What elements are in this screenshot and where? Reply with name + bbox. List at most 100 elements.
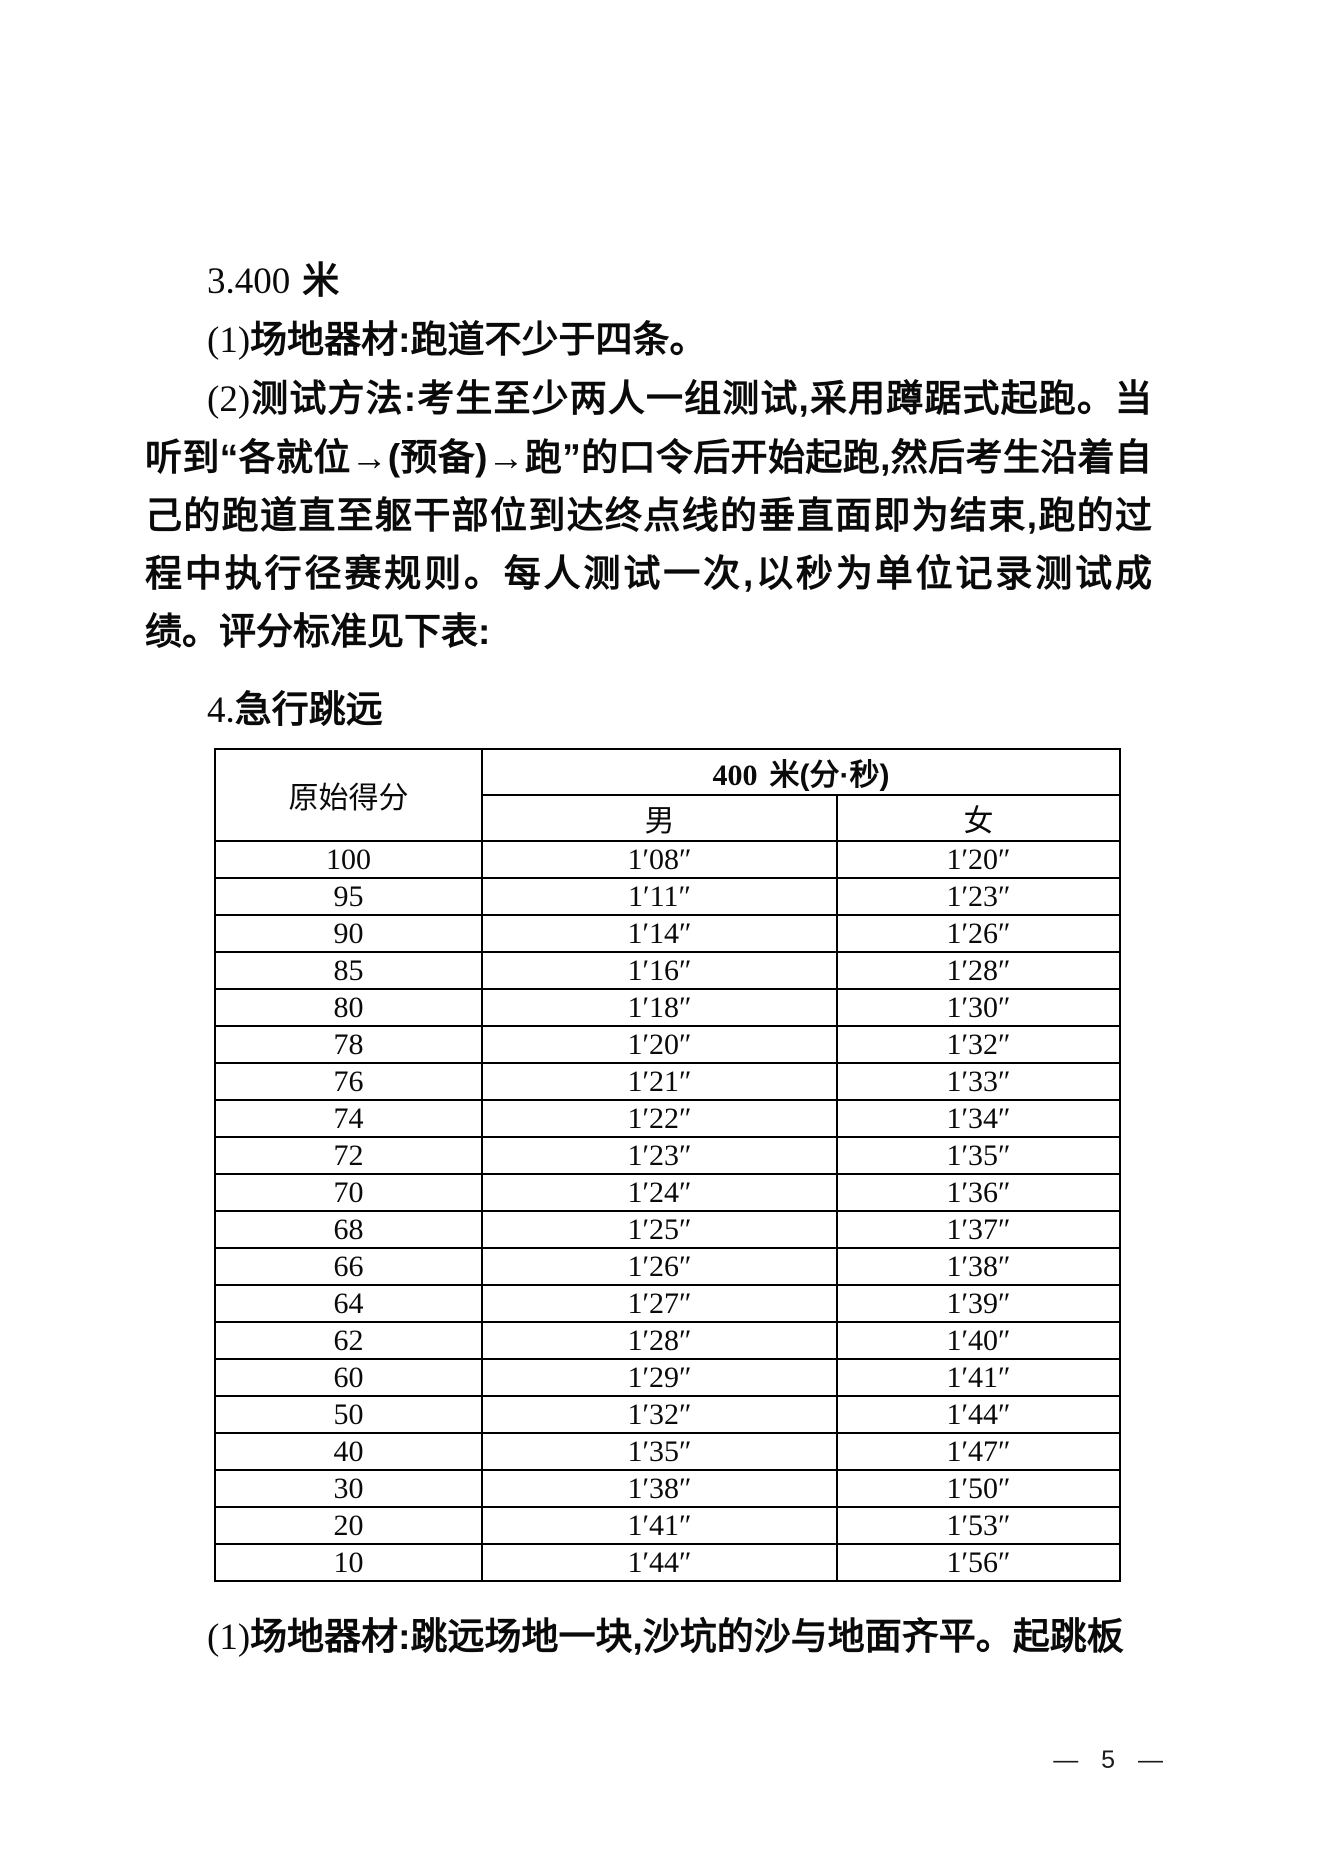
table-row: 80 1′18″ 1′30″ [214,988,1122,1027]
cell-male: 1′28″ [481,1321,838,1360]
cell-female: 1′44″ [835,1395,1122,1434]
table-row: 66 1′26″ 1′38″ [214,1247,1122,1286]
table-row: 85 1′16″ 1′28″ [214,951,1122,990]
cell-female: 1′34″ [835,1099,1122,1138]
col-header-male: 男 [481,794,838,842]
cell-female: 1′47″ [835,1432,1122,1471]
cell-female: 1′53″ [835,1506,1122,1545]
table-row: 72 1′23″ 1′35″ [214,1136,1122,1175]
section-title: 急行跳远 [234,689,383,730]
cell-score: 30 [214,1469,483,1508]
page-number: — 5 — [1053,1746,1163,1774]
cell-female: 1′26″ [835,914,1122,953]
cell-score: 10 [214,1543,483,1582]
section-number: 4. [207,690,235,731]
cell-male: 1′22″ [481,1099,838,1138]
cell-male: 1′41″ [481,1506,838,1545]
section-number: 3.400 [207,261,291,302]
cell-score: 40 [214,1432,483,1471]
cell-score: 90 [214,914,483,953]
table-row: 78 1′20″ 1′32″ [214,1025,1122,1064]
table-row: 64 1′27″ 1′39″ [214,1284,1122,1323]
cell-score: 60 [214,1358,483,1397]
table-row: 62 1′28″ 1′40″ [214,1321,1122,1360]
item-venue-equipment-long-jump: (1)场地器材:跳远场地一块,沙坑的沙与地面齐平。起跳板 [145,1608,1152,1667]
cell-male: 1′08″ [481,840,838,879]
cell-male: 1′24″ [481,1173,838,1212]
cell-score: 72 [214,1136,483,1175]
table-row: 40 1′35″ 1′47″ [214,1432,1122,1471]
score-table-header: 原始得分 400 米(分·秒) 男 女 [214,748,1122,842]
cell-female: 1′50″ [835,1469,1122,1508]
cell-score: 64 [214,1284,483,1323]
cell-male: 1′44″ [481,1543,838,1582]
col-header-raw-score: 原始得分 [214,748,483,842]
cell-score: 76 [214,1062,483,1101]
cell-male: 1′25″ [481,1210,838,1249]
col-header-female: 女 [835,794,1122,842]
cell-female: 1′30″ [835,988,1122,1027]
cell-score: 70 [214,1173,483,1212]
cell-female: 1′20″ [835,840,1122,879]
cell-male: 1′23″ [481,1136,838,1175]
item-test-method-400m: (2)测试方法:考生至少两人一组测试,采用蹲踞式起跑。当听到“各就位→(预备)→… [145,370,1152,661]
cell-male: 1′20″ [481,1025,838,1064]
score-table: 原始得分 400 米(分·秒) 男 女 100 1′08″ 1′20″ 95 1′11″ 1… [214,748,1122,1582]
cell-score: 95 [214,877,483,916]
cell-score: 78 [214,1025,483,1064]
table-row: 90 1′14″ 1′26″ [214,914,1122,953]
table-row: 50 1′32″ 1′44″ [214,1395,1122,1434]
cell-score: 100 [214,840,483,879]
cell-female: 1′39″ [835,1284,1122,1323]
group-header-unit: 米(分·秒) [769,759,890,792]
table-row: 74 1′22″ 1′34″ [214,1099,1122,1138]
table-row: 20 1′41″ 1′53″ [214,1506,1122,1545]
cell-score: 80 [214,988,483,1027]
item-venue-equipment-400m: (1)场地器材:跑道不少于四条。 [145,311,1152,370]
table-row: 60 1′29″ 1′41″ [214,1358,1122,1397]
cell-female: 1′37″ [835,1210,1122,1249]
cell-female: 1′40″ [835,1321,1122,1360]
cell-female: 1′23″ [835,877,1122,916]
table-row: 30 1′38″ 1′50″ [214,1469,1122,1508]
table-row: 70 1′24″ 1′36″ [214,1173,1122,1212]
cell-female: 1′56″ [835,1543,1122,1582]
table-header-row-2: 男 女 [215,794,1122,842]
cell-female: 1′36″ [835,1173,1122,1212]
section-400m-heading: 3.400 米 [145,252,1152,311]
cell-male: 1′18″ [481,988,838,1027]
cell-score: 62 [214,1321,483,1360]
group-header-number: 400 [712,759,758,792]
cell-score: 66 [214,1247,483,1286]
cell-female: 1′41″ [835,1358,1122,1397]
table-row: 76 1′21″ 1′33″ [214,1062,1122,1101]
cell-female: 1′38″ [835,1247,1122,1286]
col-group-header-400m: 400 米(分·秒) [480,748,1122,796]
item-number: (1) [207,1617,251,1658]
cell-score: 74 [214,1099,483,1138]
item-text: 场地器材:跳远场地一块,沙坑的沙与地面齐平。起跳板 [250,1616,1124,1657]
cell-male: 1′29″ [481,1358,838,1397]
section-unit: 米 [302,260,340,301]
cell-score: 85 [214,951,483,990]
cell-score: 68 [214,1210,483,1249]
cell-score: 20 [214,1506,483,1545]
item-number: (2) [207,379,251,420]
cell-female: 1′33″ [835,1062,1122,1101]
table-row: 95 1′11″ 1′23″ [214,877,1122,916]
cell-score: 50 [214,1395,483,1434]
table-row: 100 1′08″ 1′20″ [214,840,1122,879]
item-text: 场地器材:跑道不少于四条。 [250,319,707,360]
cell-male: 1′21″ [481,1062,838,1101]
cell-female: 1′32″ [835,1025,1122,1064]
cell-male: 1′16″ [481,951,838,990]
cell-male: 1′38″ [481,1469,838,1508]
cell-male: 1′26″ [481,1247,838,1286]
cell-male: 1′14″ [481,914,838,953]
score-table-body: 100 1′08″ 1′20″ 95 1′11″ 1′23″ 90 1′14″ 1′26″ 85 1… [214,840,1122,1582]
cell-female: 1′28″ [835,951,1122,990]
item-number: (1) [207,320,251,361]
cell-male: 1′35″ [481,1432,838,1471]
cell-male: 1′27″ [481,1284,838,1323]
